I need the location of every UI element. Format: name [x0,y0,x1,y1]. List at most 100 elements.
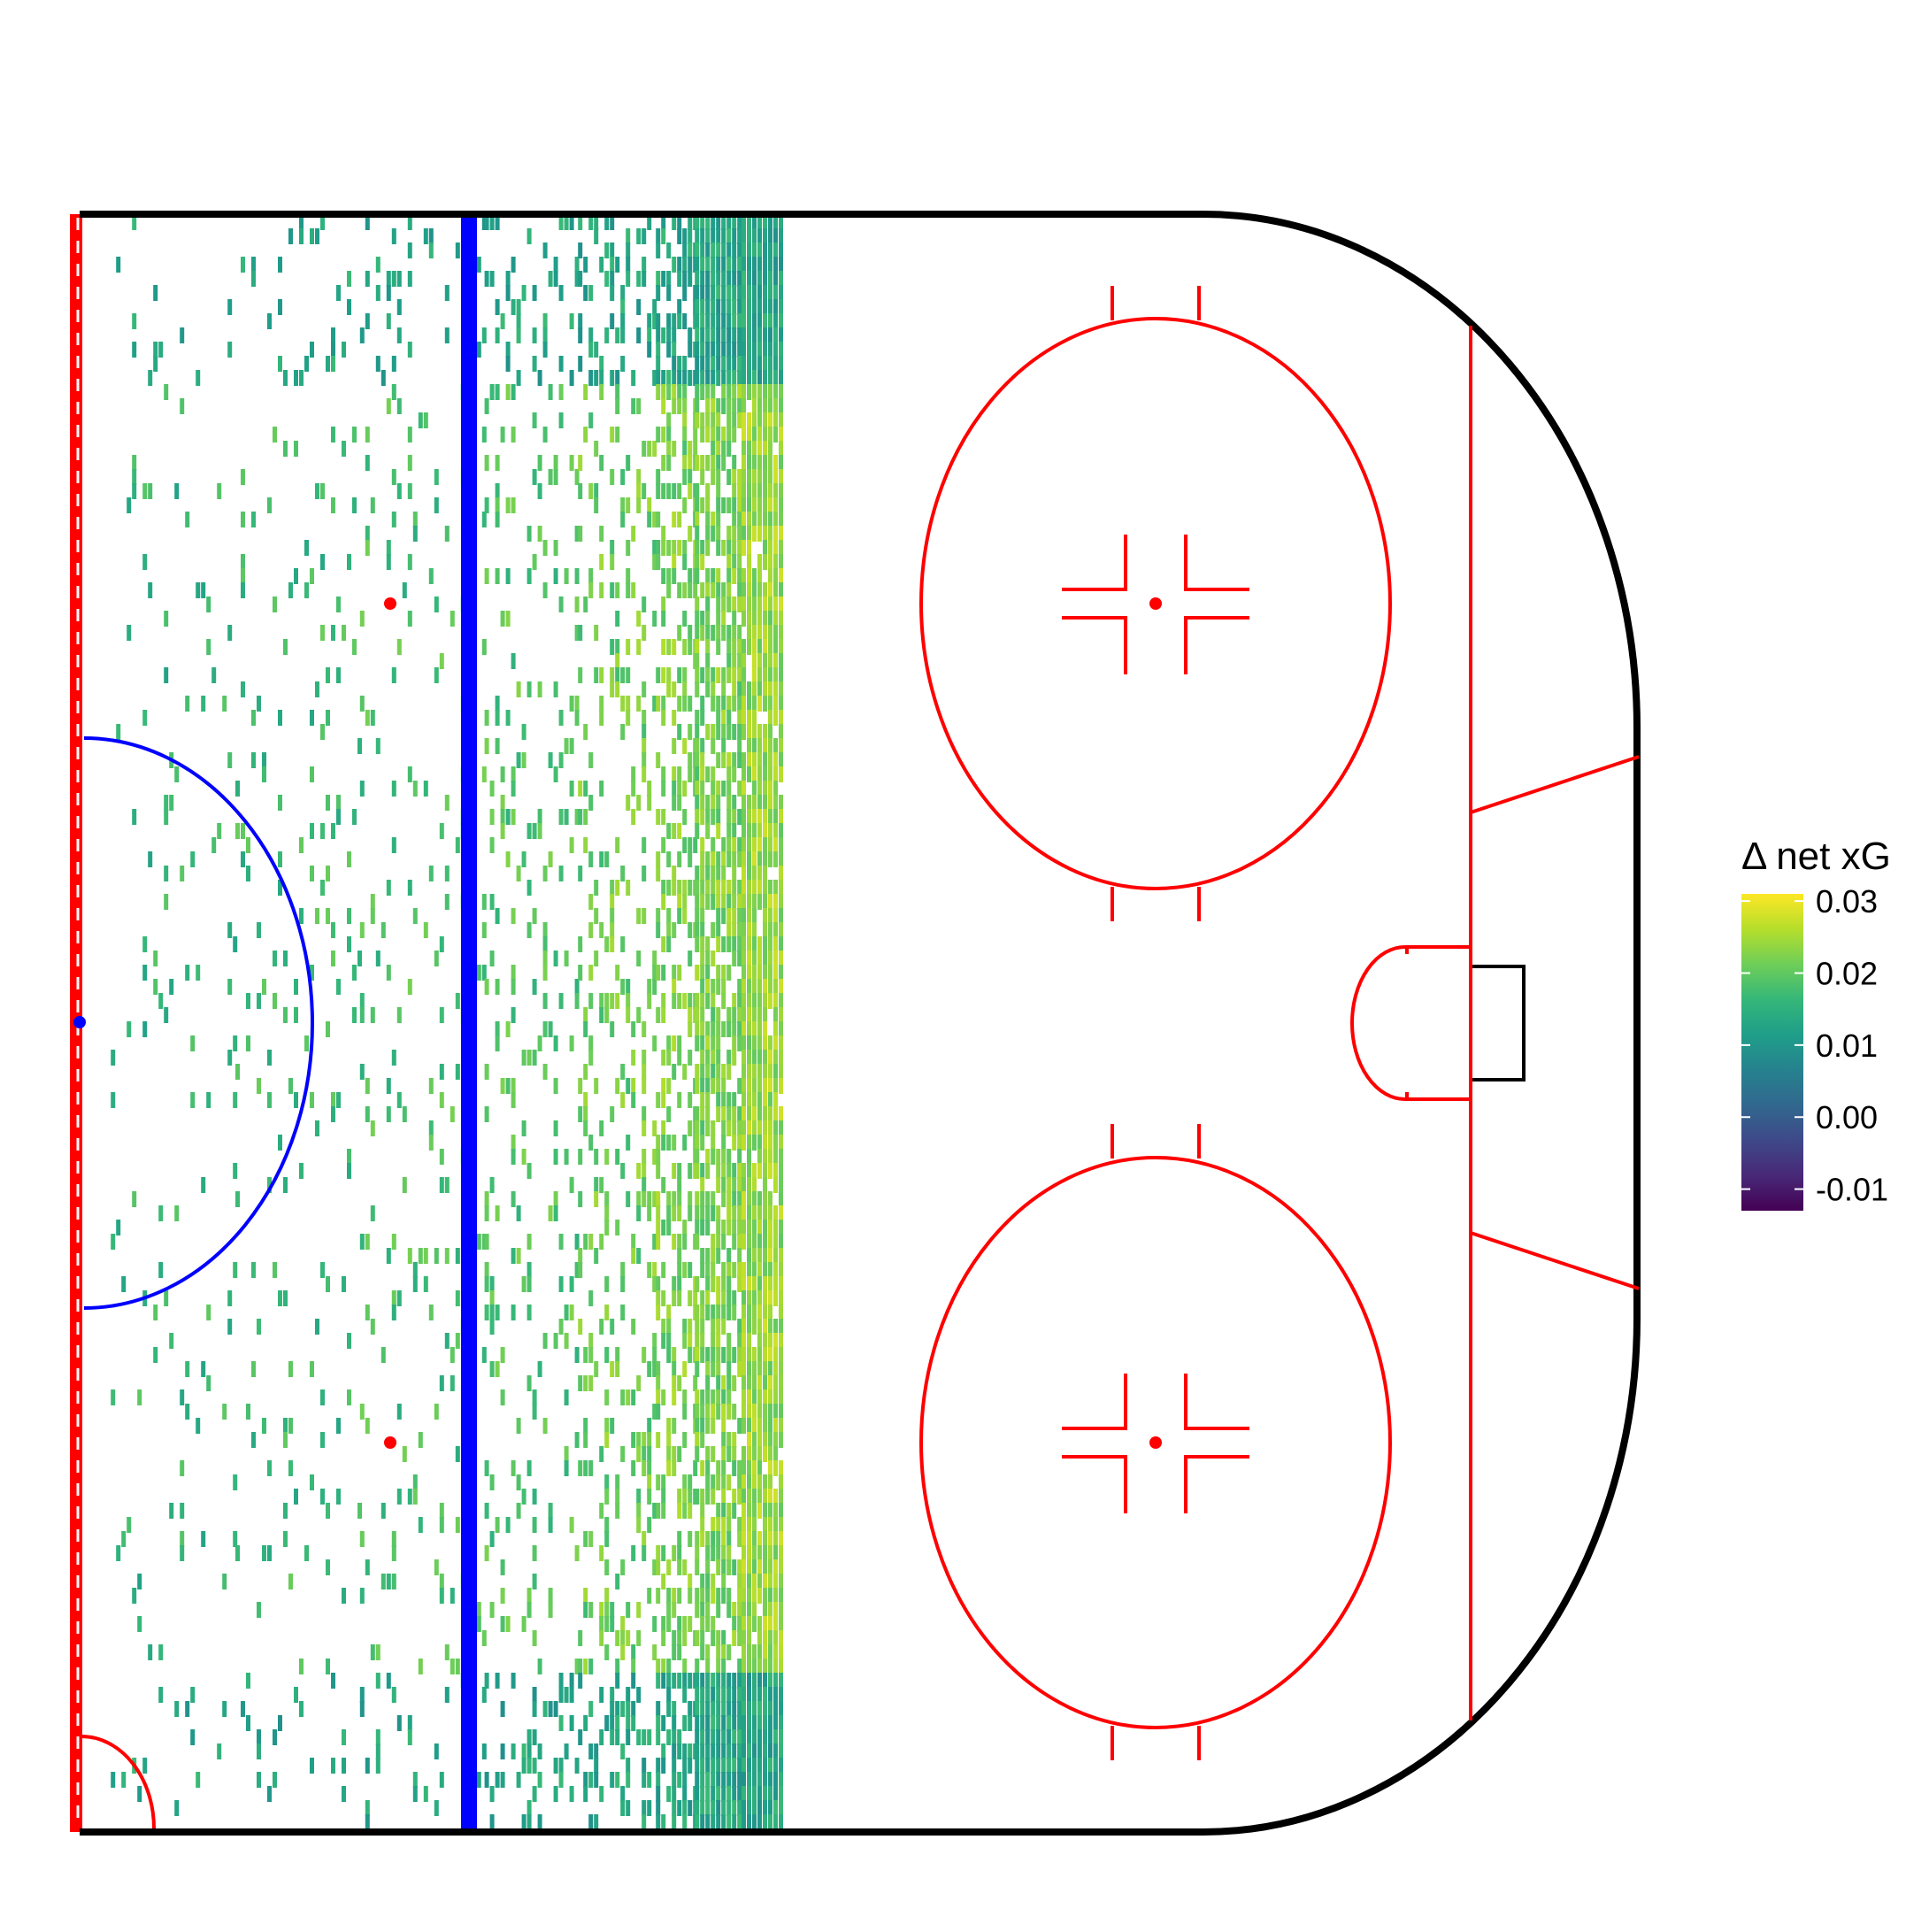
heat-tile [732,1120,737,1136]
heat-tile [310,568,314,584]
heat-tile [768,766,772,782]
heat-tile [695,866,700,881]
heat-tile [711,1786,716,1802]
heat-tile [495,1673,500,1689]
heat-tile [569,214,574,230]
heat-tile [763,979,767,995]
heat-tile [370,1120,375,1136]
heat-tile [721,1489,726,1505]
heat-tile [132,214,137,230]
heat-tile [695,1800,700,1816]
heat-tile [716,271,721,287]
heat-tile [742,1305,746,1320]
heat-tile [747,993,751,1009]
heat-tile [558,1758,564,1774]
heat-tile [310,1092,314,1108]
heat-tile [588,1460,594,1476]
heat-tile [700,1503,705,1519]
heat-tile [732,1743,737,1759]
heat-tile [331,427,335,443]
heat-tile [705,398,711,414]
heat-tile [631,1460,636,1476]
heat-tile [310,1361,314,1377]
heat-tile [688,1021,693,1037]
heat-tile [773,483,778,499]
heat-tile [716,639,721,655]
heat-tile [779,611,783,627]
heat-tile [455,993,460,1009]
heat-tile [233,1092,238,1108]
heat-tile [615,1149,620,1165]
heat-tile [742,1191,746,1207]
heat-tile [500,1347,505,1363]
heat-tile [542,866,548,881]
heat-tile [626,1007,631,1023]
heat-tile [180,1531,185,1547]
heat-tile [588,285,594,301]
heat-tile [588,1602,594,1618]
heat-tile [695,1531,700,1547]
heat-tile [642,1531,647,1547]
heat-tile [726,1588,732,1604]
heat-tile [737,271,742,287]
heat-tile [642,1814,647,1830]
heat-tile [757,1588,762,1604]
heat-tile [331,342,335,358]
heat-tile [768,1446,772,1462]
heat-tile [642,1177,647,1193]
heat-tile [768,1050,772,1066]
heat-tile [768,1545,772,1561]
heat-tile [768,1375,772,1391]
heat-tile [636,1489,642,1505]
heat-tile [737,1120,742,1136]
heat-tile [747,639,751,655]
heat-tile [695,1319,700,1335]
heat-tile [656,1163,661,1179]
heat-tile [747,540,751,556]
heat-tile [666,1616,672,1632]
heat-tile [137,1786,142,1802]
heat-tile [652,1333,657,1349]
heat-tile [180,1460,185,1476]
heat-tile [526,1460,532,1476]
faceoff-circle-top [919,286,1392,921]
heat-tile [542,993,548,1009]
heat-tile [370,908,375,924]
heat-tile [721,1800,726,1816]
heat-tile [326,1659,330,1674]
heat-tile [716,526,721,542]
heat-tile [768,582,772,598]
heat-tile [370,1644,375,1660]
heat-tile [599,370,604,386]
heat-tile [656,1361,661,1377]
heat-tile [610,1602,615,1618]
heat-tile [553,469,558,485]
heat-tile [677,766,682,782]
heat-tile [521,1489,526,1505]
heat-tile [532,327,537,343]
heat-tile [721,1531,726,1547]
heat-tile [726,228,732,244]
heat-tile [763,299,767,315]
heat-tile [380,370,386,386]
heat-tile [705,1758,711,1774]
heat-tile [672,1786,677,1802]
heat-tile [206,1305,211,1320]
heat-tile [626,1078,631,1094]
trapezoid-top [1470,755,1640,814]
heat-tile [677,1290,682,1306]
heat-tile [763,1800,767,1816]
heat-tile [726,568,732,584]
heat-tile [700,1602,705,1618]
heat-tile [700,1191,705,1207]
heat-tile [742,1531,746,1547]
heat-tile [779,540,783,556]
heat-tile [705,894,711,910]
heat-tile [705,1701,711,1717]
heat-tile [137,1574,142,1589]
heat-tile [763,951,767,966]
heat-tile [768,1319,772,1335]
heat-tile [711,1120,716,1136]
heat-tile [407,766,412,782]
heat-tile [737,1276,742,1292]
